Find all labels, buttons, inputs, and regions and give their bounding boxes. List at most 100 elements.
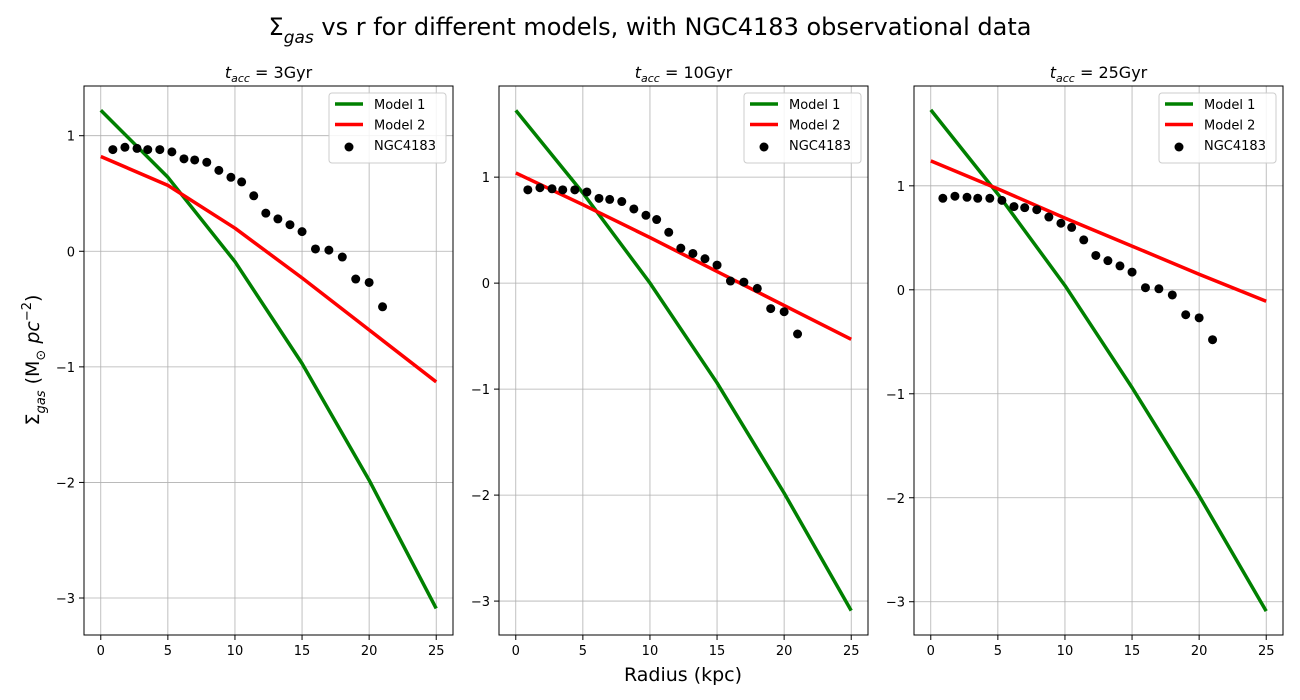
x-tick-label: 10 [642,644,659,659]
plot-frame [83,85,454,636]
data-point [1167,290,1177,300]
x-tick-label: 20 [361,644,378,659]
data-point [582,187,592,197]
data-point [752,283,762,293]
panel-title: tacc = 10Gyr [635,63,733,85]
x-tick-label: 15 [709,644,726,659]
data-point [962,192,972,202]
series-line-model-2 [100,154,438,384]
x-tick-label: 20 [776,644,793,659]
panel-title-sub: acc [641,72,660,85]
legend-box [328,92,447,164]
data-point [108,145,118,155]
data-point [190,155,200,165]
legend-label: Model 2 [1204,119,1255,134]
data-point [1208,335,1218,345]
legend: Model 1 Model 2 NGC4183 [328,92,447,164]
data-point [1127,267,1137,277]
x-tick-label: 20 [1191,644,1208,659]
y-tick-label: −1 [471,383,490,398]
data-point [179,154,189,164]
legend-box [1158,92,1277,164]
data-point [1140,283,1150,293]
series-line-model-2 [515,171,852,341]
data-point [700,254,710,264]
data-point [1103,256,1113,266]
panel-title-main: t [225,63,232,82]
data-point [1154,284,1164,294]
x-tick-label: 15 [294,644,311,659]
panel-title: tacc = 3Gyr [225,63,313,85]
x-tick-label: 25 [1258,644,1275,659]
x-tick-label: 5 [579,644,587,659]
panel-title-rest: = 10Gyr [660,63,733,82]
data-point [249,191,259,201]
data-point [1044,212,1054,222]
legend-marker [1174,142,1184,152]
data-point [1009,202,1019,212]
y-tick-label: −1 [886,388,905,403]
y-tick-label: −3 [56,592,75,607]
legend-box [743,92,862,164]
data-point [594,193,604,203]
data-point [985,193,995,203]
data-point [676,243,686,253]
y-axis-label: Σgas (M⊙ pc−2) [20,295,49,426]
data-point [570,185,580,195]
data-point [793,329,803,339]
x-tick-label: 0 [97,644,105,659]
x-tick-label: 0 [927,644,935,659]
data-point [950,191,960,201]
data-point [779,307,789,317]
data-point [273,214,283,224]
y-tick-label: −3 [886,596,905,611]
data-point [725,276,735,286]
data-point [973,193,983,203]
legend-label: Model 2 [374,119,425,134]
y-tick-label: −2 [56,476,75,491]
data-point [202,157,212,167]
data-point [1115,261,1125,271]
data-point [523,185,533,195]
data-point [237,177,247,187]
data-point [1056,218,1066,228]
series-line-model-1 [99,109,438,610]
y-tick-label: −2 [886,492,905,507]
data-point [378,302,388,312]
legend-label: Model 2 [789,119,840,134]
data-point [535,183,545,193]
y-tick-label: 0 [67,245,75,260]
x-tick-label: 25 [428,644,445,659]
legend: Model 1 Model 2 NGC4183 [743,92,862,164]
panel-title-main: t [635,63,642,82]
x-tick-label: 25 [843,644,860,659]
data-point [558,185,568,195]
y-tick-label: −3 [471,595,490,610]
data-point [297,227,307,237]
panel-title-sub: acc [231,72,250,85]
legend-label: Model 1 [1204,98,1255,113]
y-tick-label: 1 [482,171,490,186]
legend-label: NGC4183 [1204,139,1266,154]
x-tick-label: 5 [164,644,172,659]
legend-marker [344,142,354,152]
data-point [364,277,374,287]
x-tick-label: 10 [227,644,244,659]
data-point [938,193,948,203]
data-point [1194,313,1204,323]
data-point [641,210,651,220]
series-line-model-1 [929,108,1268,612]
data-point [605,194,615,204]
data-point [261,208,271,218]
data-point [652,215,662,225]
data-point [167,147,177,157]
x-tick-label: 0 [512,644,520,659]
data-point [712,260,722,270]
data-point [997,195,1007,205]
data-point [214,165,224,175]
